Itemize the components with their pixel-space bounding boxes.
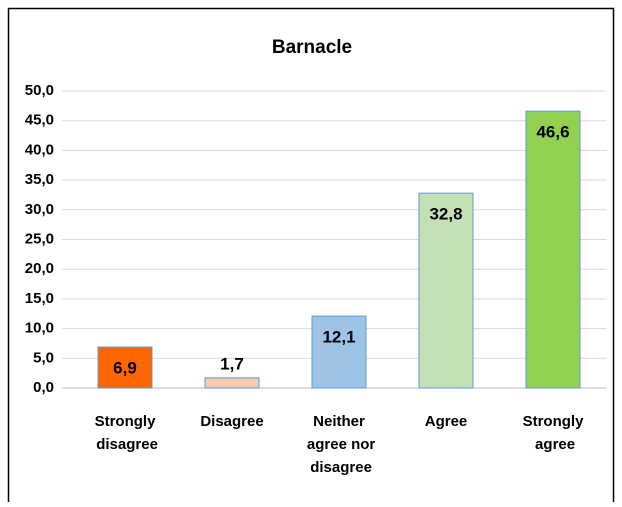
chart-title: Barnacle [272,37,352,58]
y-tick-label: 0,0 [33,379,54,396]
x-tick-label: Strongly agree [523,413,584,453]
y-tick-label: 45,0 [25,112,54,129]
y-tick-label: 5,0 [33,349,54,366]
value-label: 1,7 [220,354,244,373]
y-tick-label: 30,0 [25,201,54,218]
y-tick-label: 40,0 [25,141,54,158]
x-tick-label: Neither agree nor disagree [303,413,376,476]
bar [204,377,260,389]
y-tick-label: 50,0 [25,82,54,99]
bar [525,110,581,389]
y-tick-label: 10,0 [25,320,54,337]
x-tick-label: Strongly disagree [92,413,158,453]
bar [311,315,367,389]
x-tick-label: Disagree [200,413,263,430]
value-label: 6,9 [113,358,137,377]
bar [97,346,153,389]
bar [418,192,474,389]
y-tick-label: 35,0 [25,171,54,188]
y-tick-label: 15,0 [25,290,54,307]
value-label: 12,1 [322,328,355,347]
x-tick-label: Agree [425,413,468,430]
chart-frame [7,7,615,507]
y-tick-label: 25,0 [25,230,54,247]
value-label: 46,6 [536,123,569,142]
value-label: 32,8 [429,205,462,224]
y-tick-label: 20,0 [25,260,54,277]
